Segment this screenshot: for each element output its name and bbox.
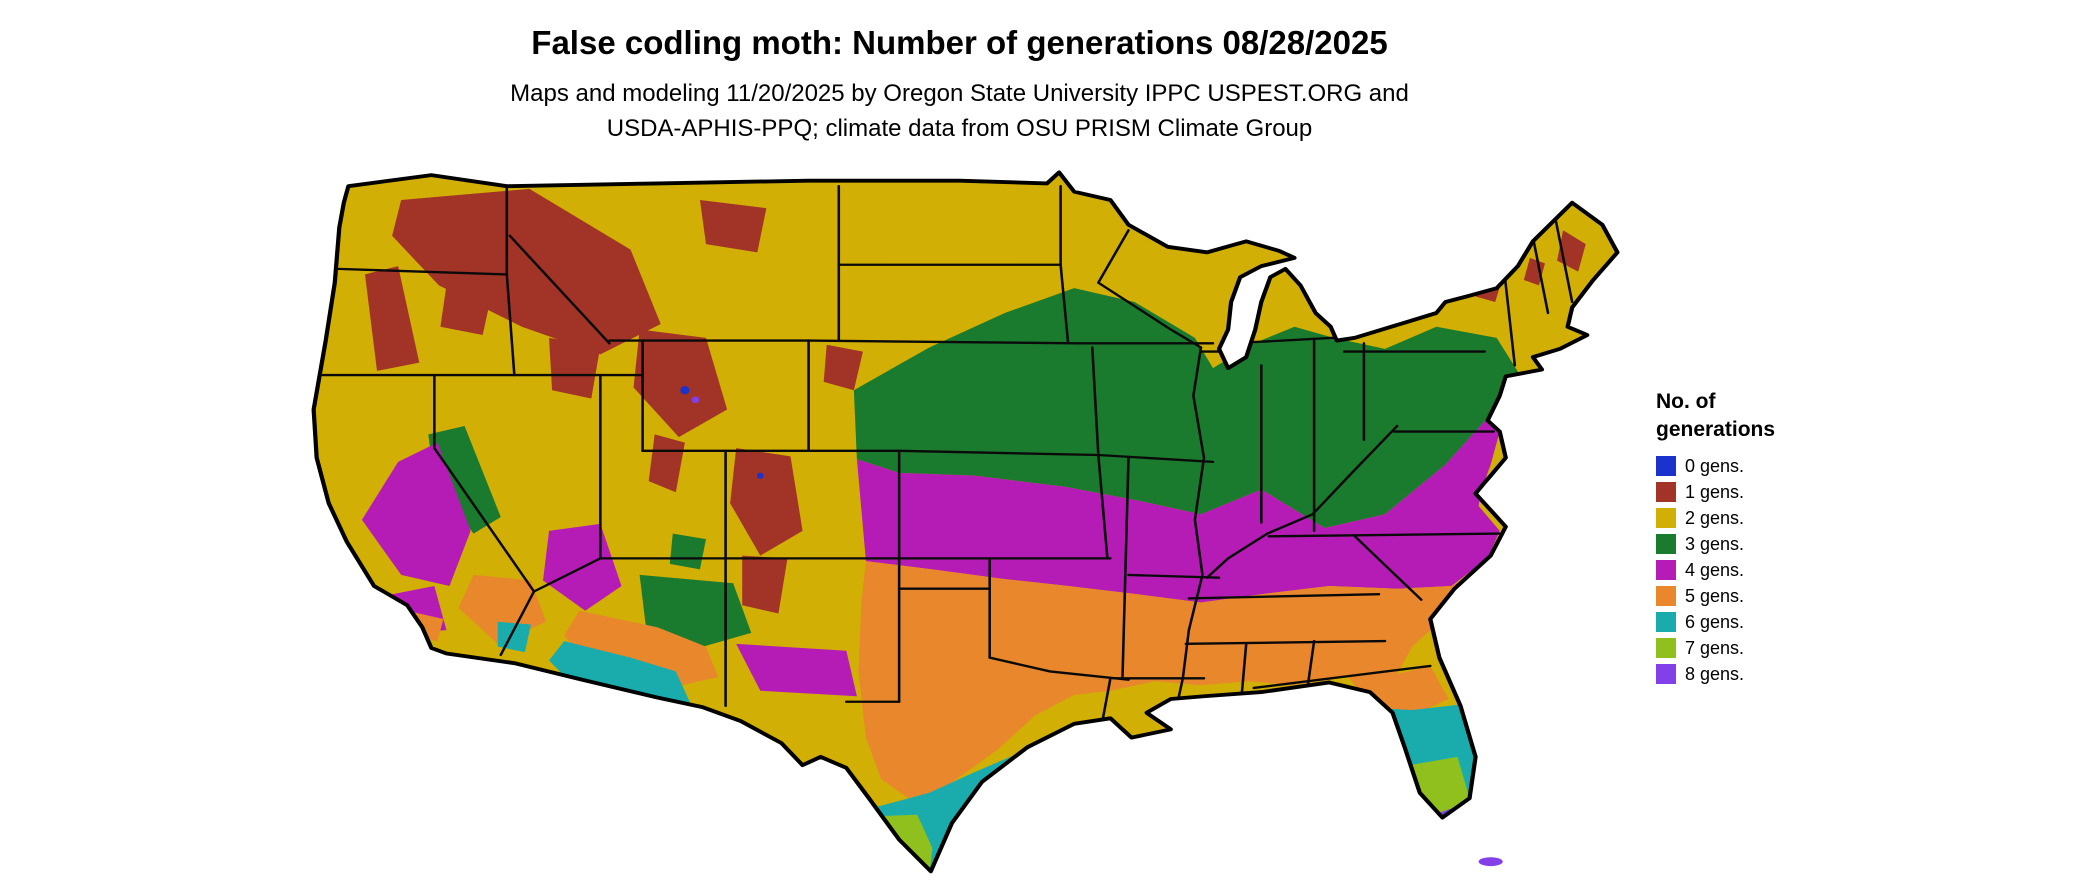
region-1-gens-patch [633, 329, 728, 438]
legend-swatch-8-gens [1656, 664, 1676, 684]
region-6-gens-sw-arizona [549, 641, 691, 711]
legend-title-line-2: generations [1656, 418, 1776, 441]
us-generations-map [311, 170, 1620, 874]
region-0-gens-speck [680, 386, 690, 395]
legend-label: 3 gens. [1685, 534, 1745, 554]
legend: No. of generations 0 gens. 1 gens. 2 gen… [1656, 388, 1876, 687]
region-8-gens-keys [1478, 857, 1503, 867]
legend-swatch-4-gens [1656, 560, 1676, 580]
region-1-gens-patch [392, 188, 661, 355]
legend-item: 1 gens. [1656, 479, 1876, 505]
legend-label: 7 gens. [1685, 638, 1745, 658]
legend-label: 0 gens. [1685, 456, 1745, 476]
legend-item: 7 gens. [1656, 635, 1876, 661]
region-1-gens-patch [648, 434, 685, 493]
legend-item: 3 gens. [1656, 531, 1876, 557]
region-0-gens-speck [756, 472, 764, 479]
legend-label: 8 gens. [1685, 664, 1745, 684]
band-4-gens [856, 395, 1506, 603]
legend-item: 6 gens. [1656, 609, 1876, 635]
region-4-gens-west-texas [736, 643, 857, 697]
page-title: False codling moth: Number of generation… [531, 24, 1388, 61]
region-3-gens-plateau [669, 533, 706, 570]
legend-swatch-0-gens [1656, 456, 1676, 476]
legend-label: 1 gens. [1685, 482, 1745, 502]
legend-item: 8 gens. [1656, 661, 1876, 687]
band-5-gens [858, 561, 1485, 799]
legend-item: 5 gens. [1656, 583, 1876, 609]
band-3-gens [853, 288, 1521, 529]
legend-label: 5 gens. [1685, 586, 1745, 606]
legend-swatch-2-gens [1656, 508, 1676, 528]
legend-label: 6 gens. [1685, 612, 1745, 632]
subtitle: Maps and modeling 11/20/2025 by Oregon S… [205, 76, 1714, 146]
legend-label: 4 gens. [1685, 560, 1745, 580]
region-3-gens-sierra [428, 426, 501, 534]
legend-swatch-5-gens [1656, 586, 1676, 606]
legend-swatch-6-gens [1656, 612, 1676, 632]
us-outline [311, 170, 1620, 874]
region-1-gens-patch [440, 285, 492, 336]
subtitle-line-2: USDA-APHIS-PPQ; climate data from OSU PR… [606, 115, 1313, 142]
region-4-gens-central-valley [361, 442, 471, 586]
region-1-gens-patch [364, 266, 420, 371]
legend-title: No. of generations [1656, 388, 1876, 444]
region-1-gens-patch [549, 337, 601, 399]
legend-label: 2 gens. [1685, 508, 1745, 528]
legend-swatch-1-gens [1656, 482, 1676, 502]
region-1-gens-patch [742, 555, 788, 614]
region-8-gens-speck [691, 396, 700, 404]
region-1-gens-patch [730, 448, 803, 556]
legend-swatch-7-gens [1656, 638, 1676, 658]
region-1-gens-patch [823, 344, 863, 391]
legend-item: 2 gens. [1656, 505, 1876, 531]
legend-swatch-3-gens [1656, 534, 1676, 554]
legend-items: 0 gens. 1 gens. 2 gens. 3 gens. 4 gens. … [1656, 453, 1876, 687]
subtitle-line-1: Maps and modeling 11/20/2025 by Oregon S… [510, 80, 1409, 107]
legend-item: 0 gens. [1656, 453, 1876, 479]
region-1-gens-patch [699, 199, 767, 253]
legend-title-line-1: No. of [1656, 390, 1716, 413]
region-3-gens-mogollon [639, 574, 752, 647]
title-block: False codling moth: Number of generation… [205, 0, 1714, 146]
legend-item: 4 gens. [1656, 557, 1876, 583]
state-borders [321, 184, 1574, 745]
